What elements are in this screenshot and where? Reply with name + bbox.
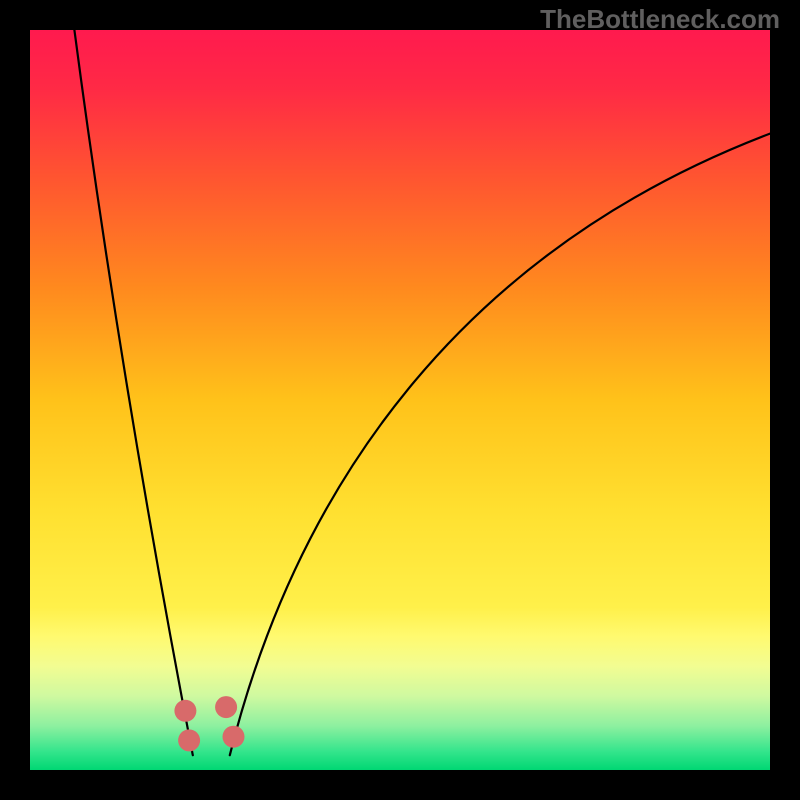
valley-marker-3 <box>223 726 245 748</box>
bottleneck-curve <box>30 30 770 770</box>
curve-left-branch <box>74 30 192 755</box>
watermark-text: TheBottleneck.com <box>540 4 780 35</box>
valley-marker-0 <box>174 700 196 722</box>
valley-marker-1 <box>178 729 200 751</box>
plot-area <box>30 30 770 770</box>
curve-right-branch <box>230 134 770 756</box>
valley-marker-2 <box>215 696 237 718</box>
